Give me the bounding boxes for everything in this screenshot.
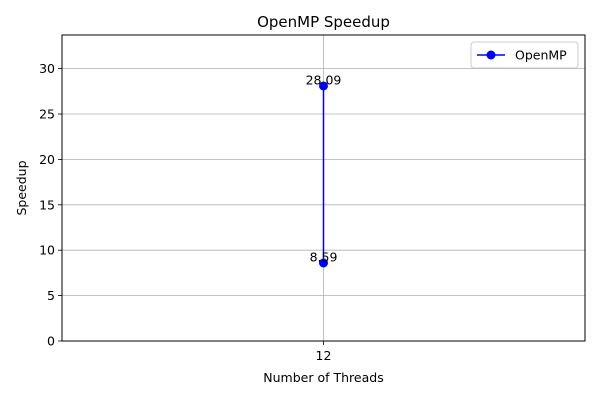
legend-label-openmp: OpenMP bbox=[515, 48, 567, 63]
data-label: 28.09 bbox=[306, 72, 342, 87]
x-axis-label: Number of Threads bbox=[263, 370, 383, 385]
y-axis-ticks: 0 5 10 15 20 25 30 bbox=[39, 61, 62, 349]
data-point bbox=[319, 258, 328, 268]
y-tick-label: 20 bbox=[39, 152, 55, 167]
data-point bbox=[319, 81, 328, 91]
series-layer: 8.59 28.09 bbox=[306, 72, 342, 268]
chart-title: OpenMP Speedup bbox=[257, 13, 390, 31]
y-tick-label: 0 bbox=[47, 334, 55, 349]
y-tick-label: 10 bbox=[39, 243, 55, 258]
data-label: 8.59 bbox=[310, 250, 338, 265]
y-tick-label: 30 bbox=[39, 61, 55, 76]
x-axis-ticks: 12 bbox=[316, 341, 332, 363]
x-tick-label: 12 bbox=[316, 348, 332, 363]
legend-box bbox=[470, 41, 579, 69]
y-tick-label: 25 bbox=[39, 106, 55, 121]
y-axis-label: Speedup bbox=[14, 160, 29, 215]
y-tick-label: 5 bbox=[47, 288, 55, 303]
legend: OpenMP bbox=[470, 41, 579, 69]
legend-marker bbox=[486, 50, 496, 60]
y-tick-label: 15 bbox=[39, 197, 55, 212]
